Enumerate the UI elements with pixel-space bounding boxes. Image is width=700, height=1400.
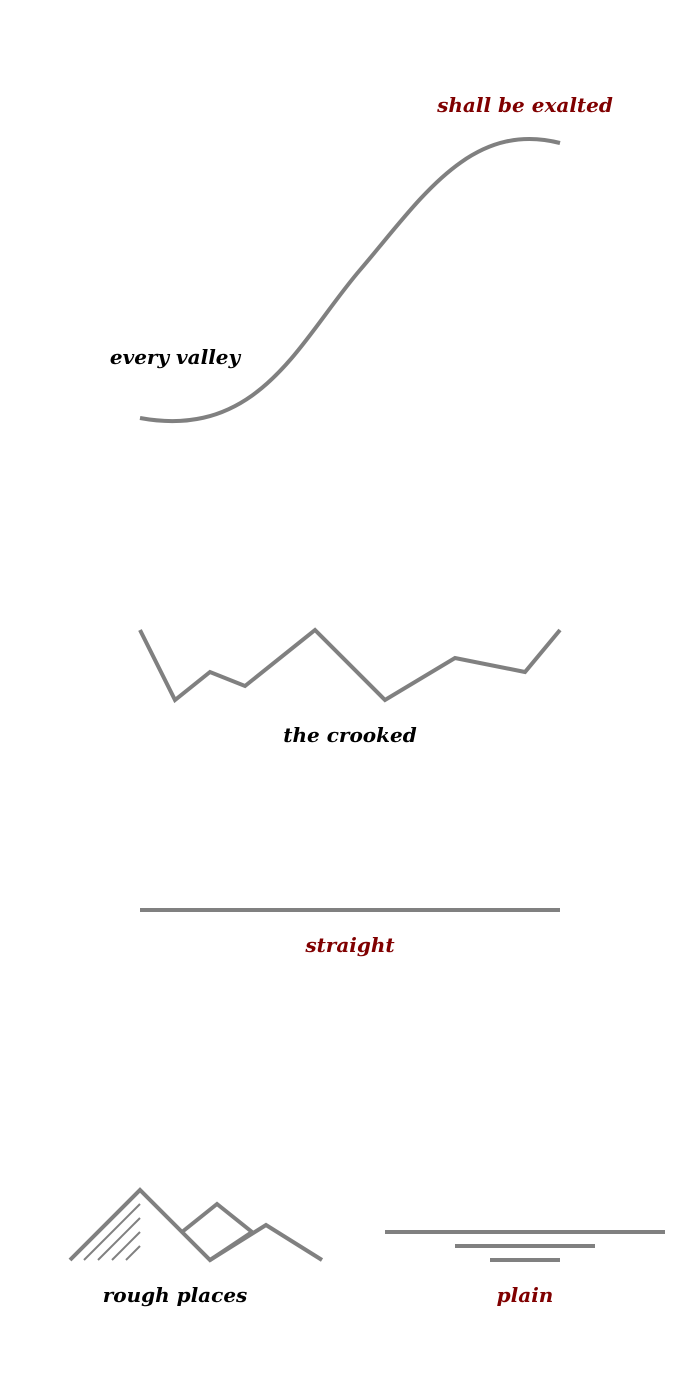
plain-lines bbox=[385, 1230, 665, 1262]
exalted-curve bbox=[139, 136, 561, 424]
crooked-line bbox=[138, 627, 562, 704]
label-straight: straight bbox=[304, 933, 395, 957]
label-plain: plain bbox=[497, 1283, 554, 1307]
mountain-hatch bbox=[83, 1203, 141, 1261]
mountain-hatch bbox=[97, 1217, 141, 1261]
mountain-outline-right bbox=[208, 1222, 324, 1262]
mountain-hatch bbox=[125, 1245, 141, 1261]
label-rough: rough places bbox=[103, 1283, 248, 1307]
label-valley: every valley bbox=[110, 345, 242, 369]
label-crooked: the crooked bbox=[283, 723, 416, 747]
label-exalted: shall be exalted bbox=[436, 93, 613, 117]
mountain-hatch bbox=[111, 1231, 141, 1261]
rough-places-mountains bbox=[68, 1187, 324, 1263]
